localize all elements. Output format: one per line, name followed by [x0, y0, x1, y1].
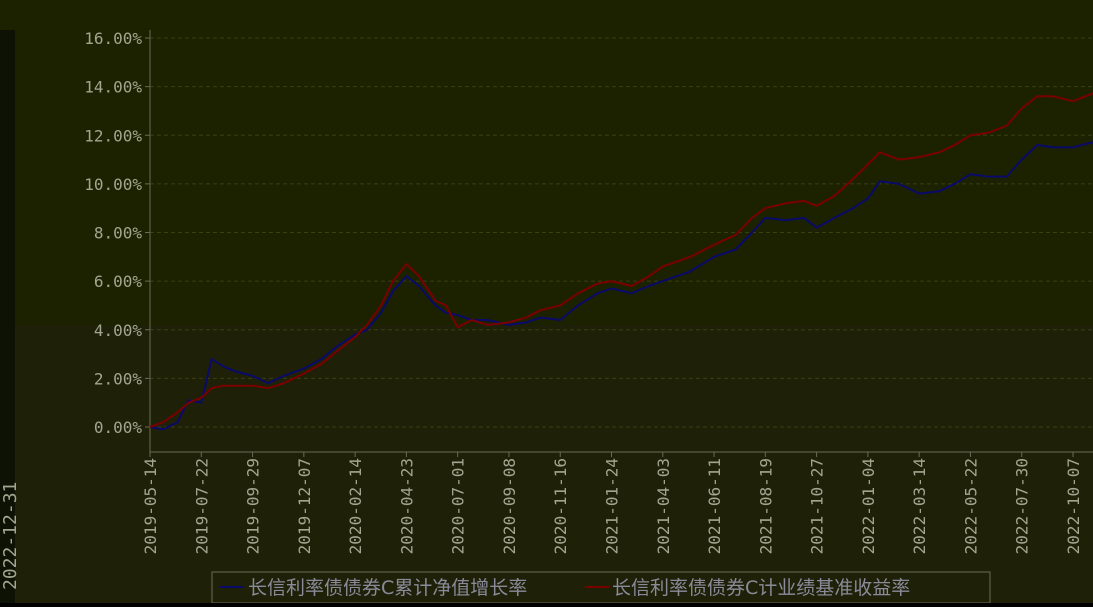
x-tick-label: 2019-05-14 [141, 458, 160, 554]
x-tick-label: 2022-01-04 [859, 458, 878, 554]
x-tick-label: 2021-08-19 [756, 458, 775, 554]
legend: 长信利率债债券C累计净值增长率 长信利率债债券C计业绩基准收益率 [211, 571, 991, 604]
y-tick-label: 2.00% [94, 369, 143, 388]
x-tick-label: 2019-12-07 [295, 458, 314, 554]
y-tick-label: 12.00% [84, 126, 142, 145]
left-panel-date-label: 2022-12-31 [0, 482, 21, 590]
x-tick-label: 2020-02-14 [346, 458, 365, 554]
y-tick-label: 10.00% [84, 175, 142, 194]
y-tick-label: 14.00% [84, 78, 142, 97]
x-tick-label: 2022-07-30 [1013, 458, 1032, 554]
legend-label-benchmark: 长信利率债债券C计业绩基准收益率 [612, 577, 910, 599]
y-tick-label: 16.00% [84, 29, 142, 48]
x-tick-label: 2020-04-23 [397, 458, 416, 554]
x-tick-label: 2021-04-03 [654, 458, 673, 554]
legend-label-nav: 长信利率债债券C累计净值增长率 [248, 577, 527, 599]
axis-layer: 0.00% 2.00% 4.00% 6.00% 8.00% 10.00% 12.00% 14.… [84, 29, 1093, 554]
series-line-nav [149, 141, 1093, 431]
x-tick-label: 2022-10-07 [1064, 458, 1083, 554]
x-tick-label: 2022-03-14 [910, 458, 929, 554]
series-line-benchmark [149, 92, 1093, 428]
series-layer [149, 92, 1093, 431]
x-tick-label: 2019-07-22 [192, 458, 211, 554]
y-tick-label: 8.00% [94, 224, 143, 243]
x-tick-label: 2022-05-22 [961, 458, 980, 554]
x-tick-label: 2021-01-24 [603, 458, 622, 554]
left-panel [0, 30, 15, 603]
y-tick-label: 0.00% [94, 418, 143, 437]
chart-background-lower [0, 325, 1093, 603]
grid-layer [150, 37, 1093, 428]
y-tick-label: 6.00% [94, 272, 143, 291]
x-tick-label: 2020-11-16 [551, 458, 570, 554]
x-tick-label: 2021-06-11 [705, 458, 724, 554]
x-tick-label: 2019-09-29 [244, 458, 263, 554]
y-tick-label: 4.00% [94, 321, 143, 340]
x-tick-label: 2020-07-01 [449, 458, 468, 554]
x-tick-label: 2021-10-27 [808, 458, 827, 554]
x-tick-label: 2020-09-08 [500, 458, 519, 554]
